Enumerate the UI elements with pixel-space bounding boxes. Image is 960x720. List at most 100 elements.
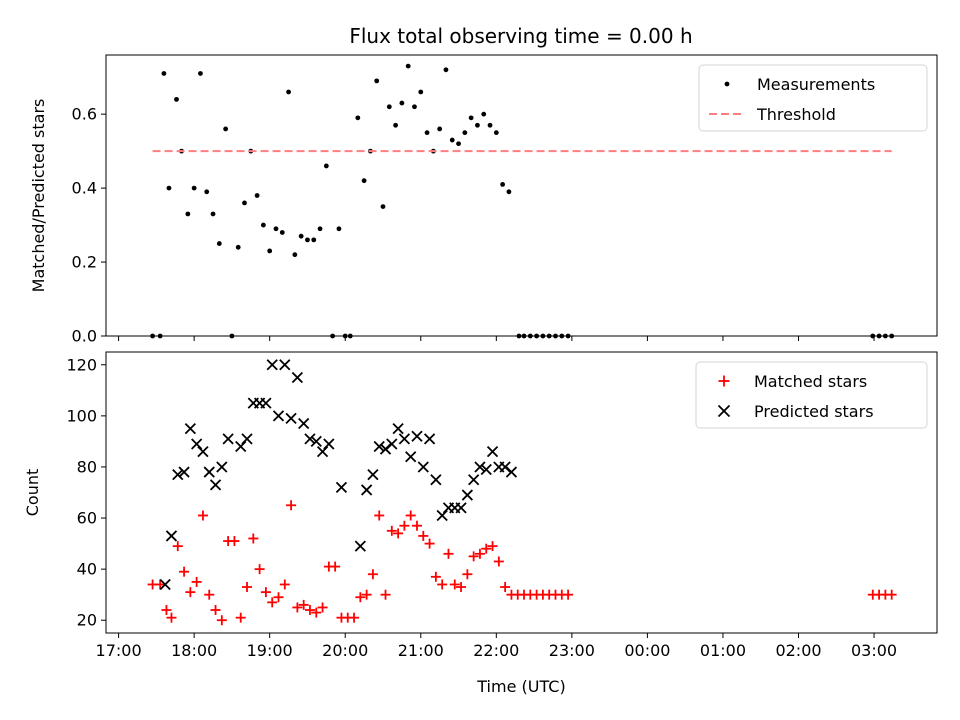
- x-tick-label: 01:00: [700, 641, 746, 660]
- data-point: [197, 445, 209, 458]
- data-point: [198, 71, 203, 76]
- data-point: [254, 193, 260, 198]
- x-marker-b: [480, 463, 492, 476]
- legend-box: [698, 64, 928, 132]
- x-marker-b: [474, 461, 486, 473]
- y-tick-label: 60: [77, 509, 97, 528]
- x-marker-b: [209, 479, 222, 491]
- series-predicted-stars: [159, 359, 518, 591]
- data-point: [172, 468, 184, 481]
- x-marker-b: [197, 445, 209, 458]
- data-point: [157, 333, 163, 339]
- data-point: [534, 333, 540, 339]
- top-plot: 0.0 0.2 0.4 0.6 Matched/Predicted stars Measu…: [29, 54, 938, 346]
- data-point: [292, 252, 298, 258]
- y-tick-label: 0.2: [72, 253, 97, 272]
- data-point: [323, 438, 335, 450]
- data-point: [449, 137, 455, 143]
- data-point: [443, 67, 449, 73]
- data-point: [565, 333, 571, 339]
- x-marker-b: [241, 433, 253, 445]
- x-marker-b: [310, 435, 322, 448]
- data-point: [373, 440, 385, 453]
- data-point: [393, 528, 404, 539]
- x-marker-b: [285, 412, 297, 425]
- data-point: [161, 605, 172, 616]
- data-point: [354, 540, 366, 552]
- data-point: [481, 111, 487, 117]
- data-point: [286, 500, 297, 511]
- data-point: [399, 100, 405, 106]
- x-tick-label: 21:00: [398, 641, 444, 660]
- y-tick-label: 80: [77, 457, 97, 476]
- y-tick-label: 120: [66, 355, 97, 374]
- data-point: [398, 433, 411, 445]
- x-tick-label: 22:00: [473, 641, 519, 660]
- data-point: [272, 410, 285, 422]
- data-point: [260, 587, 271, 598]
- data-point: [367, 569, 378, 580]
- data-point: [204, 189, 210, 195]
- legend-label: Matched stars: [754, 372, 867, 391]
- data-point: [480, 463, 492, 476]
- data-point: [310, 435, 322, 448]
- data-point: [393, 122, 398, 128]
- x-marker-b: [335, 481, 348, 494]
- x-tick-label: 20:00: [322, 641, 368, 660]
- data-point: [317, 226, 323, 232]
- x-marker-b: [373, 440, 385, 453]
- data-point: [241, 433, 253, 445]
- x-tick-label: 18:00: [171, 641, 217, 660]
- data-point: [191, 438, 203, 450]
- data-point: [506, 189, 512, 195]
- data-point: [443, 548, 454, 559]
- data-point: [267, 248, 273, 254]
- x-marker-b: [455, 502, 467, 514]
- data-point: [335, 481, 348, 494]
- data-point: [456, 582, 467, 593]
- y-tick-label: 40: [77, 560, 97, 579]
- data-point: [191, 185, 197, 191]
- data-point: [150, 333, 155, 339]
- x-marker-b: [216, 461, 228, 473]
- data-point: [191, 576, 202, 587]
- data-point: [418, 89, 424, 95]
- data-point: [870, 333, 876, 339]
- x-marker-b: [291, 371, 304, 384]
- data-point: [361, 589, 372, 600]
- x-marker-b: [411, 430, 423, 442]
- data-point: [380, 204, 386, 209]
- data-point: [553, 333, 558, 339]
- data-point: [266, 359, 278, 371]
- data-point: [304, 605, 315, 616]
- data-point: [304, 433, 316, 445]
- x-marker-b: [279, 359, 291, 371]
- data-point: [235, 612, 246, 623]
- data-point: [197, 510, 208, 521]
- data-point: [317, 602, 328, 613]
- data-point: [316, 445, 329, 458]
- data-point: [437, 579, 448, 590]
- y-tick-label: 20: [77, 611, 97, 630]
- data-point: [209, 479, 222, 491]
- data-point: [367, 468, 379, 481]
- data-point: [468, 115, 474, 121]
- data-point: [174, 96, 179, 102]
- data-point: [481, 543, 492, 554]
- axes-frame: [105, 351, 938, 634]
- data-point: [882, 333, 888, 339]
- x-marker-b: [417, 461, 429, 473]
- data-point: [405, 451, 417, 463]
- data-point: [516, 333, 522, 339]
- data-point: [455, 502, 467, 514]
- x-marker-b: [191, 438, 203, 450]
- data-point: [330, 561, 341, 572]
- data-point: [493, 130, 499, 136]
- x-axis-title: Time (UTC): [476, 677, 565, 696]
- data-point: [279, 579, 290, 590]
- x-tick-label: 17:00: [96, 641, 142, 660]
- data-point: [487, 122, 493, 128]
- data-point: [267, 597, 278, 608]
- data-point: [399, 520, 410, 531]
